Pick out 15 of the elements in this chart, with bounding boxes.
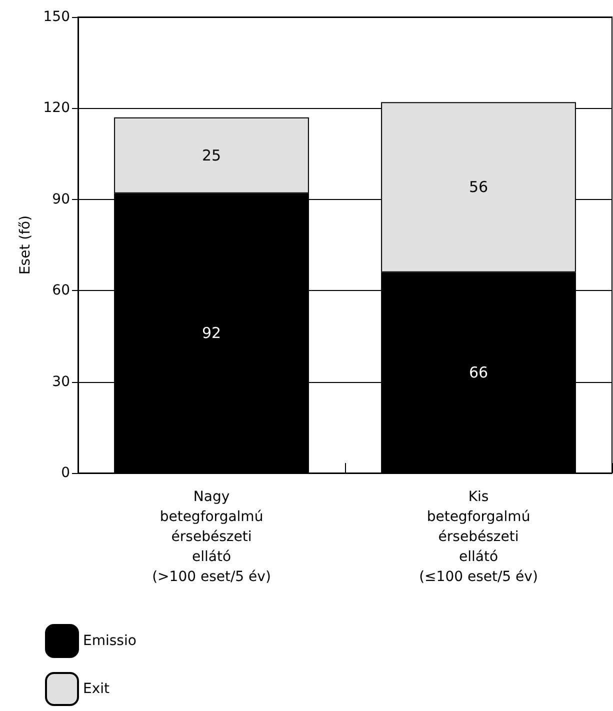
y-tick-label: 90 bbox=[52, 191, 70, 208]
y-tick-label: 150 bbox=[43, 9, 70, 25]
data-label: 25 bbox=[202, 146, 222, 164]
y-axis-title: Eset (fő) bbox=[17, 215, 34, 275]
y-tick-label: 60 bbox=[52, 282, 70, 299]
y-tick-label: 120 bbox=[43, 100, 70, 116]
x-tick-label: Kis betegforgalmú érsebészeti ellátó (≤100 eset/5 év) bbox=[419, 489, 538, 585]
y-tick-label: 30 bbox=[52, 374, 70, 390]
data-label: 66 bbox=[468, 364, 488, 382]
y-tick-label: 0 bbox=[61, 465, 70, 481]
legend-label: Exit bbox=[83, 681, 110, 697]
legend-label: Emissio bbox=[83, 633, 136, 649]
data-label: 56 bbox=[468, 178, 488, 196]
data-label: 92 bbox=[202, 324, 222, 342]
x-tick-label: Nagy betegforgalmú érsebészeti ellátó (>100 eset/5 év) bbox=[152, 489, 271, 585]
